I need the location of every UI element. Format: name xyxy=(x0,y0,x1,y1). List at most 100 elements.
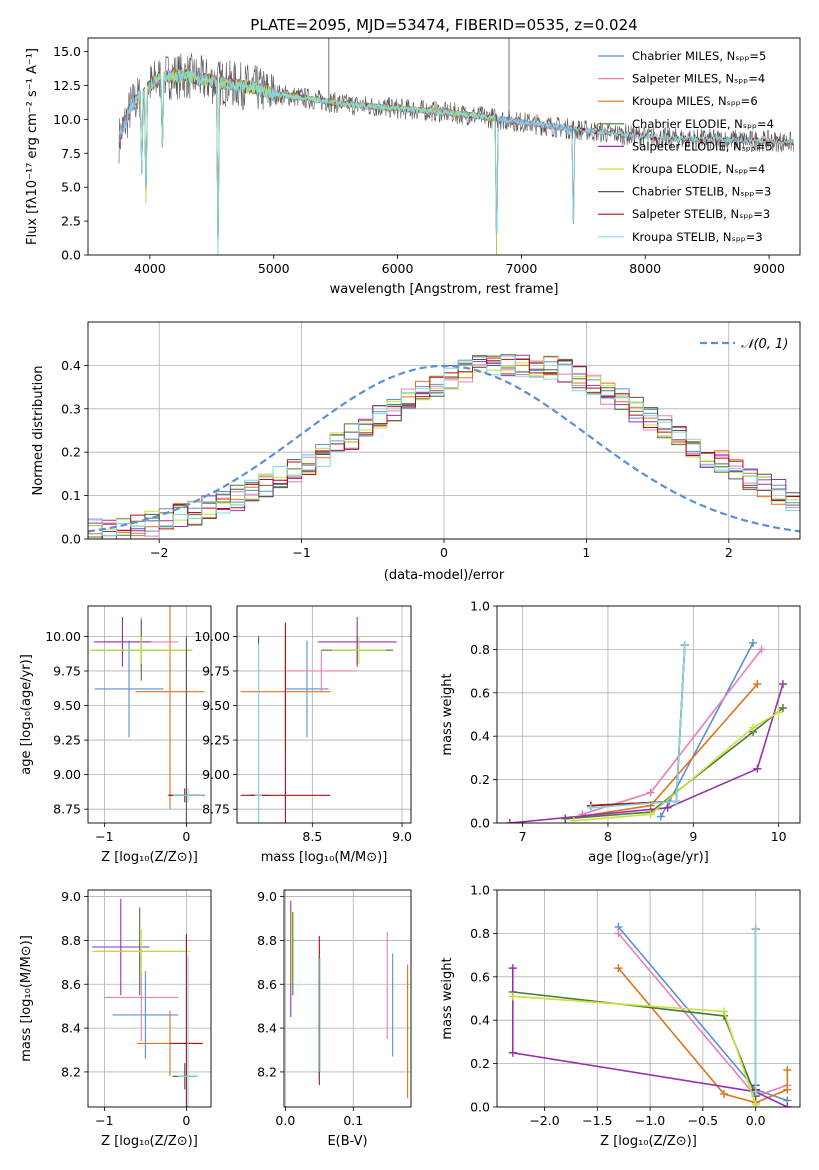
axes-frame xyxy=(236,605,412,824)
y-tick-label: 8.75 xyxy=(53,802,81,817)
chart-title: PLATE=2095, MJD=53474, FIBERID=0535, z=0… xyxy=(250,16,637,34)
weight-marker xyxy=(749,723,758,732)
y-axis-label: Flux [fλ10⁻¹⁷ erg cm⁻² s⁻¹ A⁻¹] xyxy=(25,48,40,245)
y-tick-label: 8.2 xyxy=(61,1064,81,1079)
spectrum-line-kroupa_elodie xyxy=(137,68,497,255)
residuals-axes: −2 −1 0 1 2 0.0 0.1 0.2 0.3 0.4 (data-model)/error… xyxy=(31,321,801,583)
y-tick-label: 9.75 xyxy=(202,663,230,678)
legend-entry: Kroupa ELODIE, Nₛₚₚ=4 xyxy=(632,162,765,176)
histogram-chabrier_stelib xyxy=(88,354,800,539)
x-axis-label: mass [log₁₀(M/M⊙)] xyxy=(261,850,388,865)
y-axis-label: Normed distribution xyxy=(31,366,46,496)
y-tick-label: 2.5 xyxy=(61,214,81,229)
massweight-vs-Z-plot-area xyxy=(508,922,792,1107)
age-vs-Z-plot-area xyxy=(90,606,205,823)
x-axis-label: age [log₁₀(age/yr)] xyxy=(588,850,709,865)
weight-marker xyxy=(505,819,514,823)
y-tick-label: 0.0 xyxy=(470,816,490,831)
x-tick-label: 1 xyxy=(582,545,590,560)
legend-entry: Salpeter STELIB, Nₛₚₚ=3 xyxy=(632,207,770,221)
y-tick-label: 0.4 xyxy=(470,729,490,744)
x-axis-label: Z [log₁₀(Z/Z⊙)] xyxy=(101,850,198,865)
x-axis-label: Z [log₁₀(Z/Z⊙)] xyxy=(101,1134,198,1149)
mass-vs-EBV-plot-area xyxy=(290,900,409,1099)
y-tick-label: 9.00 xyxy=(202,767,230,782)
x-tick-label: −0.5 xyxy=(688,1113,718,1128)
weight-marker xyxy=(778,703,787,712)
y-tick-label: 9.0 xyxy=(257,889,277,904)
x-tick-label: 7 xyxy=(519,829,527,844)
weight-marker xyxy=(783,1103,792,1107)
x-tick-label: 0.0 xyxy=(746,1113,766,1128)
x-tick-label: 8.5 xyxy=(302,829,322,844)
y-tick-label: 0.1 xyxy=(61,488,81,503)
x-tick-label: −2 xyxy=(150,545,168,560)
weight-marker xyxy=(774,708,783,717)
legend-entry: Chabrier STELIB, Nₛₚₚ=3 xyxy=(632,185,771,199)
legend-entry: Kroupa MILES, Nₛₚₚ=6 xyxy=(632,94,758,108)
y-tick-label: 0.0 xyxy=(470,1100,490,1115)
weight-marker xyxy=(757,645,766,654)
y-tick-label: 0.0 xyxy=(61,248,81,263)
weight-line-chabrier_elodie xyxy=(565,707,784,820)
y-tick-label: 0.4 xyxy=(470,1013,490,1028)
y-tick-label: 8.4 xyxy=(257,1021,277,1036)
normal-curve xyxy=(88,364,800,533)
weight-line-chabrier_elodie xyxy=(512,991,757,1097)
weight-marker xyxy=(719,1007,728,1016)
weight-marker xyxy=(753,680,762,689)
y-tick-label: 9.25 xyxy=(202,733,230,748)
legend-entry: Kroupa STELIB, Nₛₚₚ=3 xyxy=(632,230,763,244)
histogram-kroupa_stelib xyxy=(88,355,800,536)
histogram-kroupa_miles xyxy=(88,357,800,537)
x-axis-label: (data-model)/error xyxy=(384,568,505,583)
x-axis-label: wavelength [Angstrom, rest frame] xyxy=(330,282,559,297)
mass-vs-Z-axes: −1 0 8.2 8.4 8.6 8.8 9.0 Z [log₁₀(Z/Z⊙)] mass [l… xyxy=(19,889,212,1149)
legend-entry: Chabrier MILES, Nₛₚₚ=5 xyxy=(632,49,766,63)
x-tick-label: −1 xyxy=(95,829,113,844)
legend-entry: Salpeter MILES, Nₛₚₚ=4 xyxy=(632,72,765,86)
axes-frame xyxy=(87,889,212,1108)
weight-marker xyxy=(569,816,578,823)
weight-marker xyxy=(663,803,672,812)
y-tick-label: 0.2 xyxy=(470,1056,490,1071)
y-tick-label: 9.00 xyxy=(53,767,81,782)
y-tick-label: 1.0 xyxy=(470,883,490,898)
y-tick-label: 9.75 xyxy=(53,663,81,678)
weight-marker xyxy=(751,1087,760,1096)
y-axis-label: mass weight xyxy=(440,673,455,755)
weight-marker xyxy=(751,925,760,934)
weight-line-salpeter_elodie xyxy=(511,968,788,1107)
x-tick-label: 0 xyxy=(182,829,190,844)
y-tick-label: 8.8 xyxy=(61,933,81,948)
y-tick-label: 5.0 xyxy=(61,180,81,195)
weight-marker xyxy=(646,810,655,819)
axes-frame xyxy=(283,889,412,1108)
y-tick-label: 8.6 xyxy=(257,977,277,992)
histogram-salpeter_miles xyxy=(88,355,800,539)
weight-marker xyxy=(749,638,758,647)
weight-marker xyxy=(508,1048,517,1057)
y-tick-label: 0.0 xyxy=(61,532,81,547)
age-vs-Z-axes: −1 0 8.75 9.00 9.25 9.50 9.75 10.00 Z [log₁₀(Z/Z… xyxy=(19,605,212,865)
weight-marker xyxy=(614,964,623,973)
weight-marker xyxy=(680,641,689,650)
x-tick-label: 9 xyxy=(689,829,697,844)
y-tick-label: 8.8 xyxy=(257,933,277,948)
histogram-kroupa_elodie xyxy=(88,356,800,530)
x-tick-label: 7000 xyxy=(505,261,537,276)
x-tick-label: 9.0 xyxy=(392,829,412,844)
weight-marker xyxy=(672,797,681,806)
y-tick-label: 0.6 xyxy=(470,969,490,984)
y-tick-label: 0.3 xyxy=(61,401,81,416)
weight-line-salpeter_miles xyxy=(582,648,763,816)
massweight-vs-age-plot-area xyxy=(505,638,787,823)
x-tick-label: 9000 xyxy=(753,261,785,276)
x-tick-label: −1.5 xyxy=(582,1113,612,1128)
weight-marker xyxy=(646,788,655,797)
y-tick-label: 15.0 xyxy=(53,44,81,59)
age-vs-mass-plot-area xyxy=(240,617,397,823)
legend-entry: Salpeter ELODIE, Nₛₚₚ=5 xyxy=(632,139,773,153)
axes-frame xyxy=(87,605,212,824)
